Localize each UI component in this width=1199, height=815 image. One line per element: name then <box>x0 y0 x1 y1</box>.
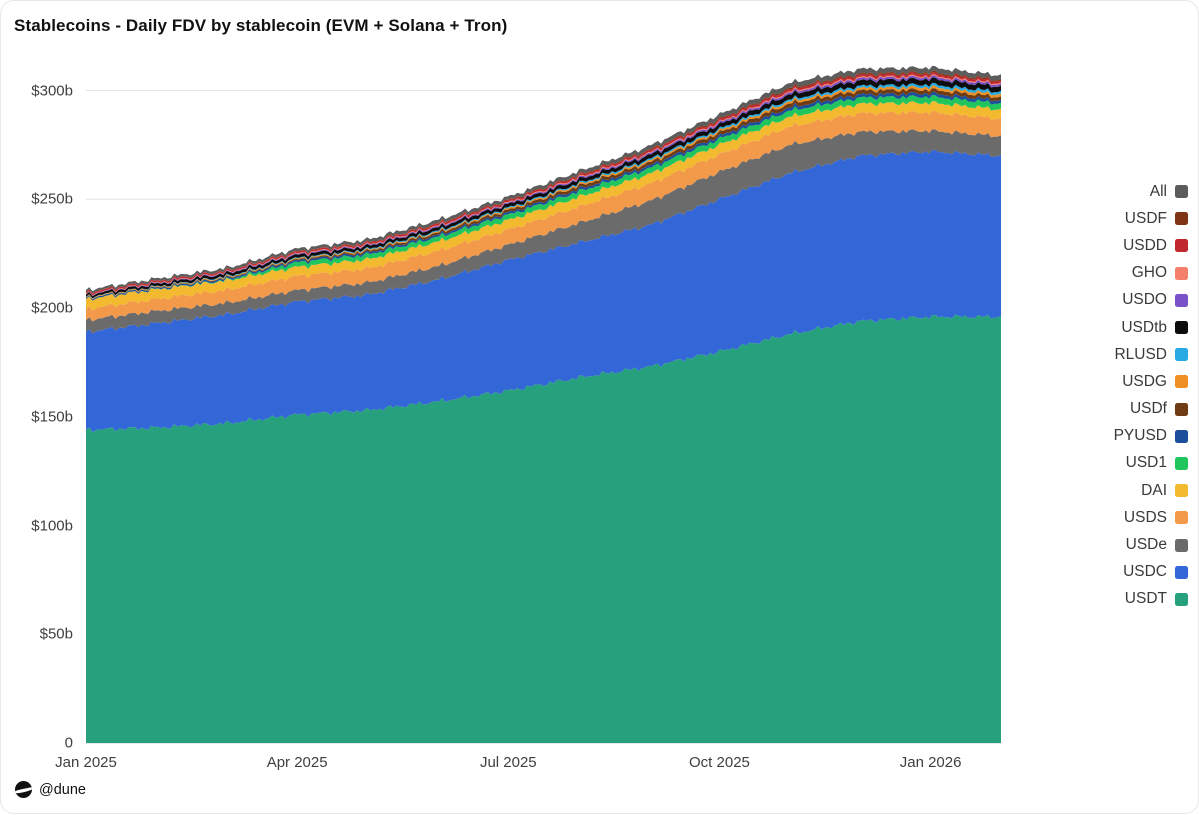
chart-title: Stablecoins - Daily FDV by stablecoin (E… <box>14 16 508 35</box>
legend-item-usds[interactable]: USDS <box>1004 504 1188 531</box>
legend-swatch-pyusd <box>1175 429 1188 443</box>
footer: @dune <box>15 781 86 798</box>
legend-label: USDtb <box>1121 318 1167 336</box>
y-axis: 0 $50b $100b $150b $200b $250b $300b <box>1 1 73 815</box>
y-tick-label: $200b <box>31 299 73 317</box>
legend-label: All <box>1149 182 1167 200</box>
legend-label: RLUSD <box>1114 345 1167 363</box>
legend-swatch-usdd <box>1175 239 1188 253</box>
x-tick-label: Jul 2025 <box>479 754 537 771</box>
legend-swatch-usde <box>1175 538 1188 552</box>
area-series-usde[interactable] <box>86 129 1001 334</box>
legend-item-usdt[interactable]: USDT <box>1004 586 1188 613</box>
legend-swatch-usdo <box>1175 293 1188 307</box>
legend-item-usde[interactable]: USDe <box>1004 531 1188 558</box>
legend-label: USDS <box>1123 508 1167 526</box>
legend-swatch-usd1 <box>1175 456 1188 470</box>
legend-item-all[interactable]: All <box>1004 178 1188 205</box>
legend-item-usdg[interactable]: USDG <box>1004 368 1188 395</box>
area-series-usds[interactable] <box>86 110 1001 322</box>
area-series-dai[interactable] <box>86 101 1001 311</box>
y-tick-label: $150b <box>31 408 73 426</box>
legend-item-rlusd[interactable]: RLUSD <box>1004 341 1188 368</box>
legend-item-usdc[interactable]: USDC <box>1004 559 1188 586</box>
legend-item-usdd[interactable]: USDD <box>1004 232 1188 259</box>
legend-swatch-usdg <box>1175 375 1188 389</box>
legend-item-usdo[interactable]: USDO <box>1004 287 1188 314</box>
legend-label: USDF <box>1124 209 1167 227</box>
y-tick-label: $100b <box>31 517 73 534</box>
y-tick-label: $250b <box>31 190 73 208</box>
legend-label: USDD <box>1123 236 1167 254</box>
legend-swatch-rlusd <box>1175 348 1188 362</box>
legend-label: PYUSD <box>1113 427 1167 445</box>
legend-label: USDC <box>1123 563 1167 581</box>
legend-label: USD1 <box>1125 454 1167 472</box>
dune-handle: @dune <box>39 781 86 798</box>
x-tick-label: Jan 2026 <box>899 754 962 771</box>
legend-label: DAI <box>1141 481 1167 499</box>
legend-label: USDf <box>1129 400 1167 418</box>
legend-item-usdf[interactable]: USDF <box>1004 205 1188 232</box>
legend-item-gho[interactable]: GHO <box>1004 260 1188 287</box>
x-tick-label: Oct 2025 <box>689 754 750 771</box>
legend-item-usdtb[interactable]: USDtb <box>1004 314 1188 341</box>
y-tick-label: 0 <box>64 734 73 752</box>
legend-swatch-usdtb <box>1175 321 1188 335</box>
legend-label: USDT <box>1124 590 1167 608</box>
legend-swatch-usdc <box>1175 565 1188 579</box>
area-series-usdc[interactable] <box>86 149 1001 432</box>
x-axis: Jan 2025 Apr 2025 Jul 2025 Oct 2025 Jan 2026 <box>1 754 1199 778</box>
dune-logo <box>15 781 32 798</box>
legend-swatch-all <box>1175 185 1188 199</box>
legend-swatch-dai <box>1175 484 1188 498</box>
legend-label: GHO <box>1131 264 1167 282</box>
legend-item-usdf[interactable]: USDf <box>1004 396 1188 423</box>
legend: All USDF USDD GHO USDO USDtb RLUSD USDG USDf PYUS… <box>1004 178 1188 613</box>
legend-swatch-usdf <box>1175 212 1188 226</box>
x-tick-label: Apr 2025 <box>266 754 328 771</box>
area-series-usdt[interactable] <box>86 314 1001 744</box>
y-tick-label: $300b <box>31 82 73 99</box>
legend-label: USDe <box>1125 536 1167 554</box>
legend-label: USDO <box>1122 291 1167 309</box>
x-tick-label: Jan 2025 <box>55 754 117 771</box>
legend-item-pyusd[interactable]: PYUSD <box>1004 423 1188 450</box>
legend-label: USDG <box>1122 372 1167 390</box>
legend-swatch-usds <box>1175 511 1188 525</box>
legend-item-usd1[interactable]: USD1 <box>1004 450 1188 477</box>
legend-item-dai[interactable]: DAI <box>1004 477 1188 504</box>
legend-swatch-gho <box>1175 266 1188 280</box>
y-tick-label: $50b <box>39 625 73 643</box>
legend-swatch-usdt <box>1175 592 1188 606</box>
legend-swatch-usdf <box>1175 402 1188 416</box>
